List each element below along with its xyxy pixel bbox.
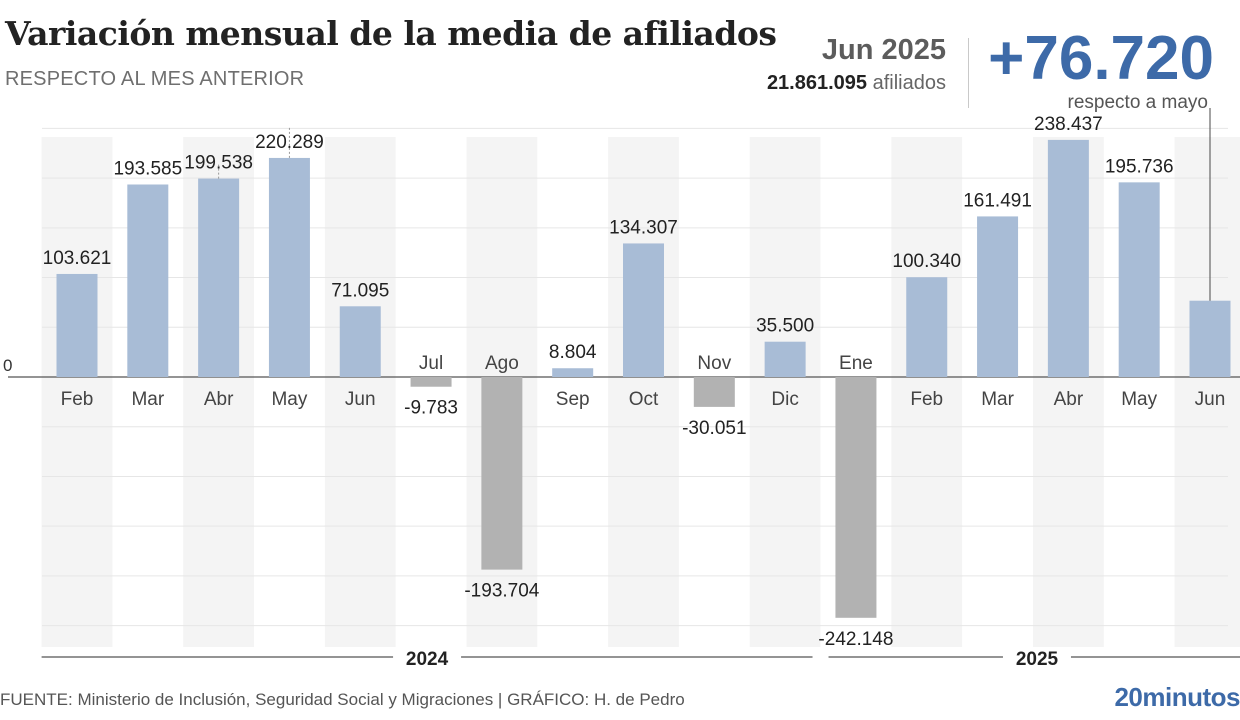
column-band: [749, 137, 821, 647]
category-label: Feb: [910, 389, 943, 410]
value-label: 35.500: [756, 316, 814, 337]
zero-tick-label: 0: [3, 356, 12, 375]
category-label: Feb: [61, 389, 94, 410]
column-band: [1174, 137, 1240, 647]
year-label: 2024: [406, 649, 449, 670]
bar: [198, 178, 240, 377]
bar: [693, 377, 735, 407]
value-label: -193.704: [464, 581, 539, 602]
bar: [623, 243, 664, 377]
category-label: Mar: [131, 389, 164, 410]
bar: [1047, 139, 1089, 377]
category-label: Oct: [629, 389, 659, 410]
column-band: [891, 137, 963, 647]
bar: [835, 377, 877, 618]
chart-subtitle: RESPECTO AL MES ANTERIOR: [5, 68, 305, 90]
bar: [481, 377, 523, 570]
category-label: Jun: [1195, 389, 1226, 410]
value-label: 161.491: [963, 190, 1032, 211]
category-label: Jun: [345, 389, 376, 410]
category-label: Sep: [556, 389, 590, 410]
category-label: Mar: [981, 389, 1014, 410]
value-label: 193.585: [113, 158, 182, 179]
year-label-bg: [393, 648, 462, 668]
category-label: Dic: [771, 389, 798, 410]
bar: [1189, 300, 1231, 377]
bar: [906, 277, 948, 377]
year-label: 2025: [1016, 649, 1059, 670]
bar: [268, 157, 310, 377]
bar: [764, 341, 806, 377]
value-label: 8.804: [549, 342, 597, 363]
value-label: -30.051: [682, 418, 746, 439]
bar: [977, 216, 1019, 377]
category-label: Ago: [485, 353, 519, 374]
category-label: Abr: [204, 389, 234, 410]
highlight-change-note: respecto a mayo: [1067, 92, 1208, 113]
bar: [552, 368, 594, 377]
column-band: [324, 137, 396, 647]
value-label: 238.437: [1034, 114, 1103, 135]
highlight-change: +76.720: [988, 24, 1214, 93]
bar: [56, 273, 98, 377]
bar: [127, 184, 169, 377]
category-label: Ene: [839, 353, 873, 374]
source-credit: FUENTE: Ministerio de Inclusión, Segurid…: [0, 690, 685, 709]
value-label: 220.289: [255, 132, 324, 153]
chart-title: Variación mensual de la media de afiliad…: [5, 14, 777, 53]
brand-logo: 20minutos: [1114, 682, 1240, 712]
category-label: May: [271, 389, 307, 410]
category-label: Jul: [419, 353, 443, 374]
highlight-affiliates-label: afiliados: [872, 72, 946, 94]
bar: [339, 306, 381, 377]
year-label-bg: [1002, 648, 1071, 668]
highlight-month: Jun 2025: [821, 34, 946, 66]
category-label: Nov: [697, 353, 731, 374]
value-label: 134.307: [609, 217, 678, 238]
value-label: 71.095: [331, 280, 389, 301]
highlight-divider: [968, 38, 969, 108]
bar: [1118, 182, 1160, 377]
value-label: -242.148: [818, 629, 893, 650]
column-band: [41, 137, 113, 647]
value-label: -9.783: [404, 398, 458, 419]
category-label: May: [1121, 389, 1157, 410]
category-label: Abr: [1054, 389, 1084, 410]
value-label: 100.340: [892, 251, 961, 272]
highlight-affiliates: 21.861.095 afiliados: [767, 72, 946, 95]
highlight-affiliates-value: 21.861.095: [766, 72, 868, 94]
value-label: 199.538: [184, 153, 253, 174]
value-label: 103.621: [43, 248, 112, 269]
column-band: [608, 137, 679, 647]
bar: [410, 377, 452, 387]
value-label: 195.736: [1105, 156, 1174, 177]
